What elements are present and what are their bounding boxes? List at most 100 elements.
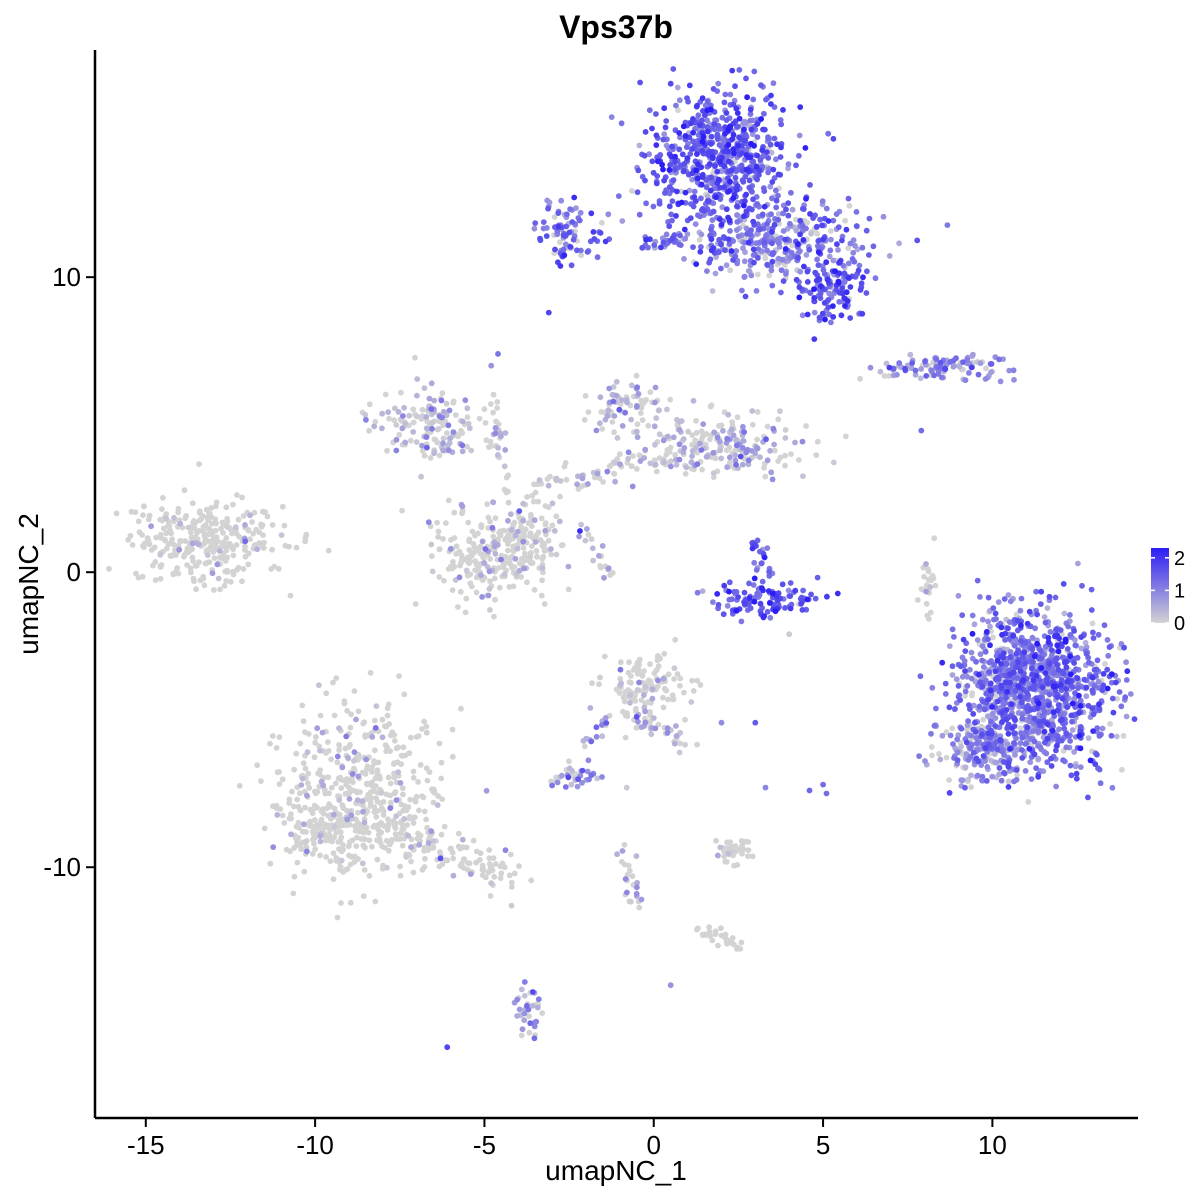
- cell-point: [443, 400, 450, 407]
- cell-point: [566, 765, 573, 772]
- cell-point: [498, 433, 504, 440]
- cell-point: [624, 889, 630, 896]
- cell-point: [413, 439, 420, 445]
- cell-point: [970, 711, 977, 717]
- cell-point: [968, 364, 975, 371]
- cell-point: [719, 204, 726, 211]
- cell-point: [921, 573, 927, 580]
- cell-point: [955, 683, 962, 689]
- cell-point: [619, 848, 626, 854]
- cell-point: [616, 406, 623, 413]
- cell-point: [254, 546, 261, 553]
- cell-point: [239, 494, 246, 501]
- cell-point: [1054, 742, 1060, 749]
- cell-point: [1006, 367, 1013, 374]
- cell-point: [399, 425, 406, 432]
- cell-point: [535, 529, 542, 536]
- cell-point: [585, 757, 592, 764]
- cell-point: [273, 745, 280, 751]
- cell-point: [439, 796, 445, 802]
- cell-point: [500, 527, 507, 534]
- cell-point: [1034, 611, 1040, 618]
- cell-point: [996, 765, 1003, 771]
- cell-point: [931, 535, 938, 542]
- cell-point: [486, 855, 493, 862]
- cell-point: [704, 98, 711, 105]
- cell-point: [459, 507, 466, 514]
- cell-point: [590, 557, 596, 564]
- cell-point: [638, 397, 645, 404]
- cell-point: [621, 861, 628, 868]
- cell-point: [681, 445, 688, 451]
- cell-point: [361, 819, 368, 826]
- cell-point: [936, 751, 942, 757]
- cell-point: [732, 843, 739, 849]
- cell-point: [545, 537, 552, 544]
- cell-point: [598, 564, 604, 571]
- cell-point: [770, 425, 777, 432]
- cell-point: [778, 267, 785, 274]
- cell-point: [599, 426, 606, 432]
- cell-point: [733, 187, 740, 193]
- cell-point: [397, 863, 403, 870]
- cell-point: [439, 390, 446, 397]
- cell-point: [372, 717, 378, 724]
- cell-point: [423, 434, 430, 440]
- cell-point: [1038, 588, 1045, 595]
- cell-point: [780, 278, 787, 284]
- cell-point: [983, 690, 990, 697]
- cell-point: [532, 220, 539, 227]
- cell-point: [946, 777, 952, 783]
- cell-point: [731, 941, 737, 948]
- cell-point: [1056, 726, 1062, 733]
- cell-point: [555, 210, 562, 217]
- cell-point: [584, 249, 591, 255]
- cell-point: [1059, 716, 1066, 723]
- cell-point: [363, 416, 369, 423]
- cell-point: [530, 498, 537, 505]
- cell-point: [777, 117, 784, 123]
- cell-point: [661, 105, 668, 112]
- cell-point: [555, 223, 562, 230]
- cell-point: [986, 659, 993, 666]
- cell-point: [626, 659, 632, 666]
- cell-point: [955, 592, 962, 599]
- cell-point: [730, 146, 737, 153]
- cell-point: [753, 288, 760, 294]
- cell-point: [637, 79, 643, 86]
- cell-point: [615, 193, 622, 200]
- cell-point: [708, 141, 714, 147]
- cell-point: [1054, 662, 1061, 668]
- cell-point: [828, 319, 834, 326]
- cell-point: [767, 183, 774, 190]
- cell-point: [1101, 622, 1108, 629]
- cell-point: [642, 129, 649, 135]
- cell-point: [867, 364, 874, 371]
- cell-point: [769, 179, 776, 185]
- cell-point: [928, 730, 934, 737]
- cell-point: [141, 503, 147, 510]
- cell-point: [514, 1013, 520, 1019]
- cell-point: [364, 808, 371, 815]
- cell-point: [1044, 674, 1051, 681]
- cell-point: [204, 514, 211, 521]
- cell-point: [299, 828, 306, 835]
- cell-point: [431, 789, 438, 796]
- cell-point: [594, 775, 601, 782]
- cell-point: [996, 356, 1002, 363]
- cell-point: [787, 220, 793, 227]
- cell-point: [764, 247, 770, 254]
- cell-point: [649, 695, 656, 702]
- cell-point: [320, 782, 327, 789]
- cell-point: [1078, 634, 1085, 640]
- cell-point: [557, 239, 563, 246]
- cell-point: [511, 870, 518, 877]
- cell-point: [435, 528, 442, 535]
- cell-point: [320, 810, 327, 817]
- cell-point: [764, 457, 771, 464]
- cell-point: [1044, 759, 1051, 766]
- cell-point: [761, 188, 768, 195]
- cell-point: [482, 874, 489, 881]
- cell-point: [482, 546, 489, 552]
- cell-point: [827, 228, 834, 234]
